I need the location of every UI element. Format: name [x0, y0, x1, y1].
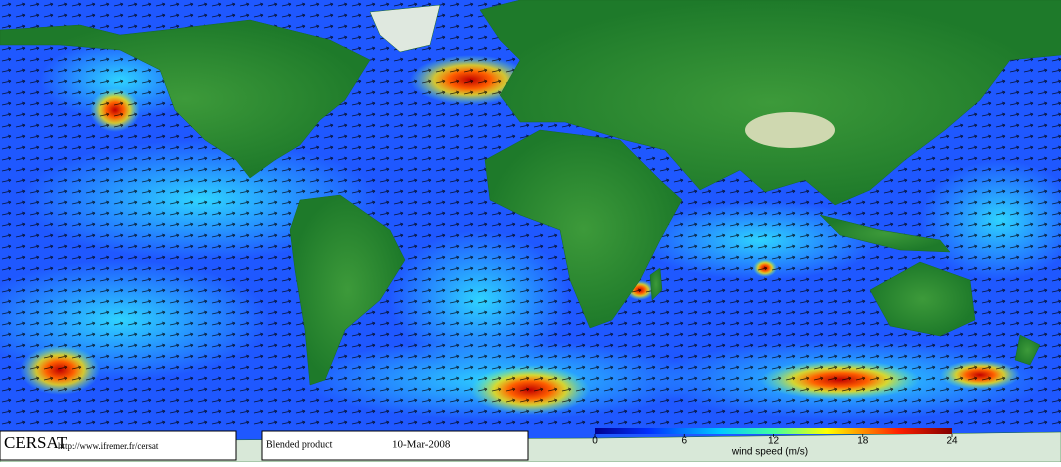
colorbar-tick-label: 18	[857, 436, 869, 447]
colorbar	[595, 428, 952, 434]
colorbar-label: wind speed (m/s)	[731, 447, 808, 458]
colorbar-tick-label: 24	[946, 436, 958, 447]
colorbar-tick-label: 12	[768, 436, 780, 447]
product-box	[261, 430, 529, 461]
colorbar-tick-label: 0	[592, 436, 598, 447]
product-date: 10-Mar-2008	[392, 439, 451, 451]
colorbar-tick-label: 6	[681, 436, 687, 447]
url: http://www.ifremer.fr/cersat	[58, 441, 159, 451]
product-name: Blended product	[266, 439, 333, 450]
logo-box	[0, 430, 237, 461]
logo: CERSAT	[4, 433, 68, 452]
